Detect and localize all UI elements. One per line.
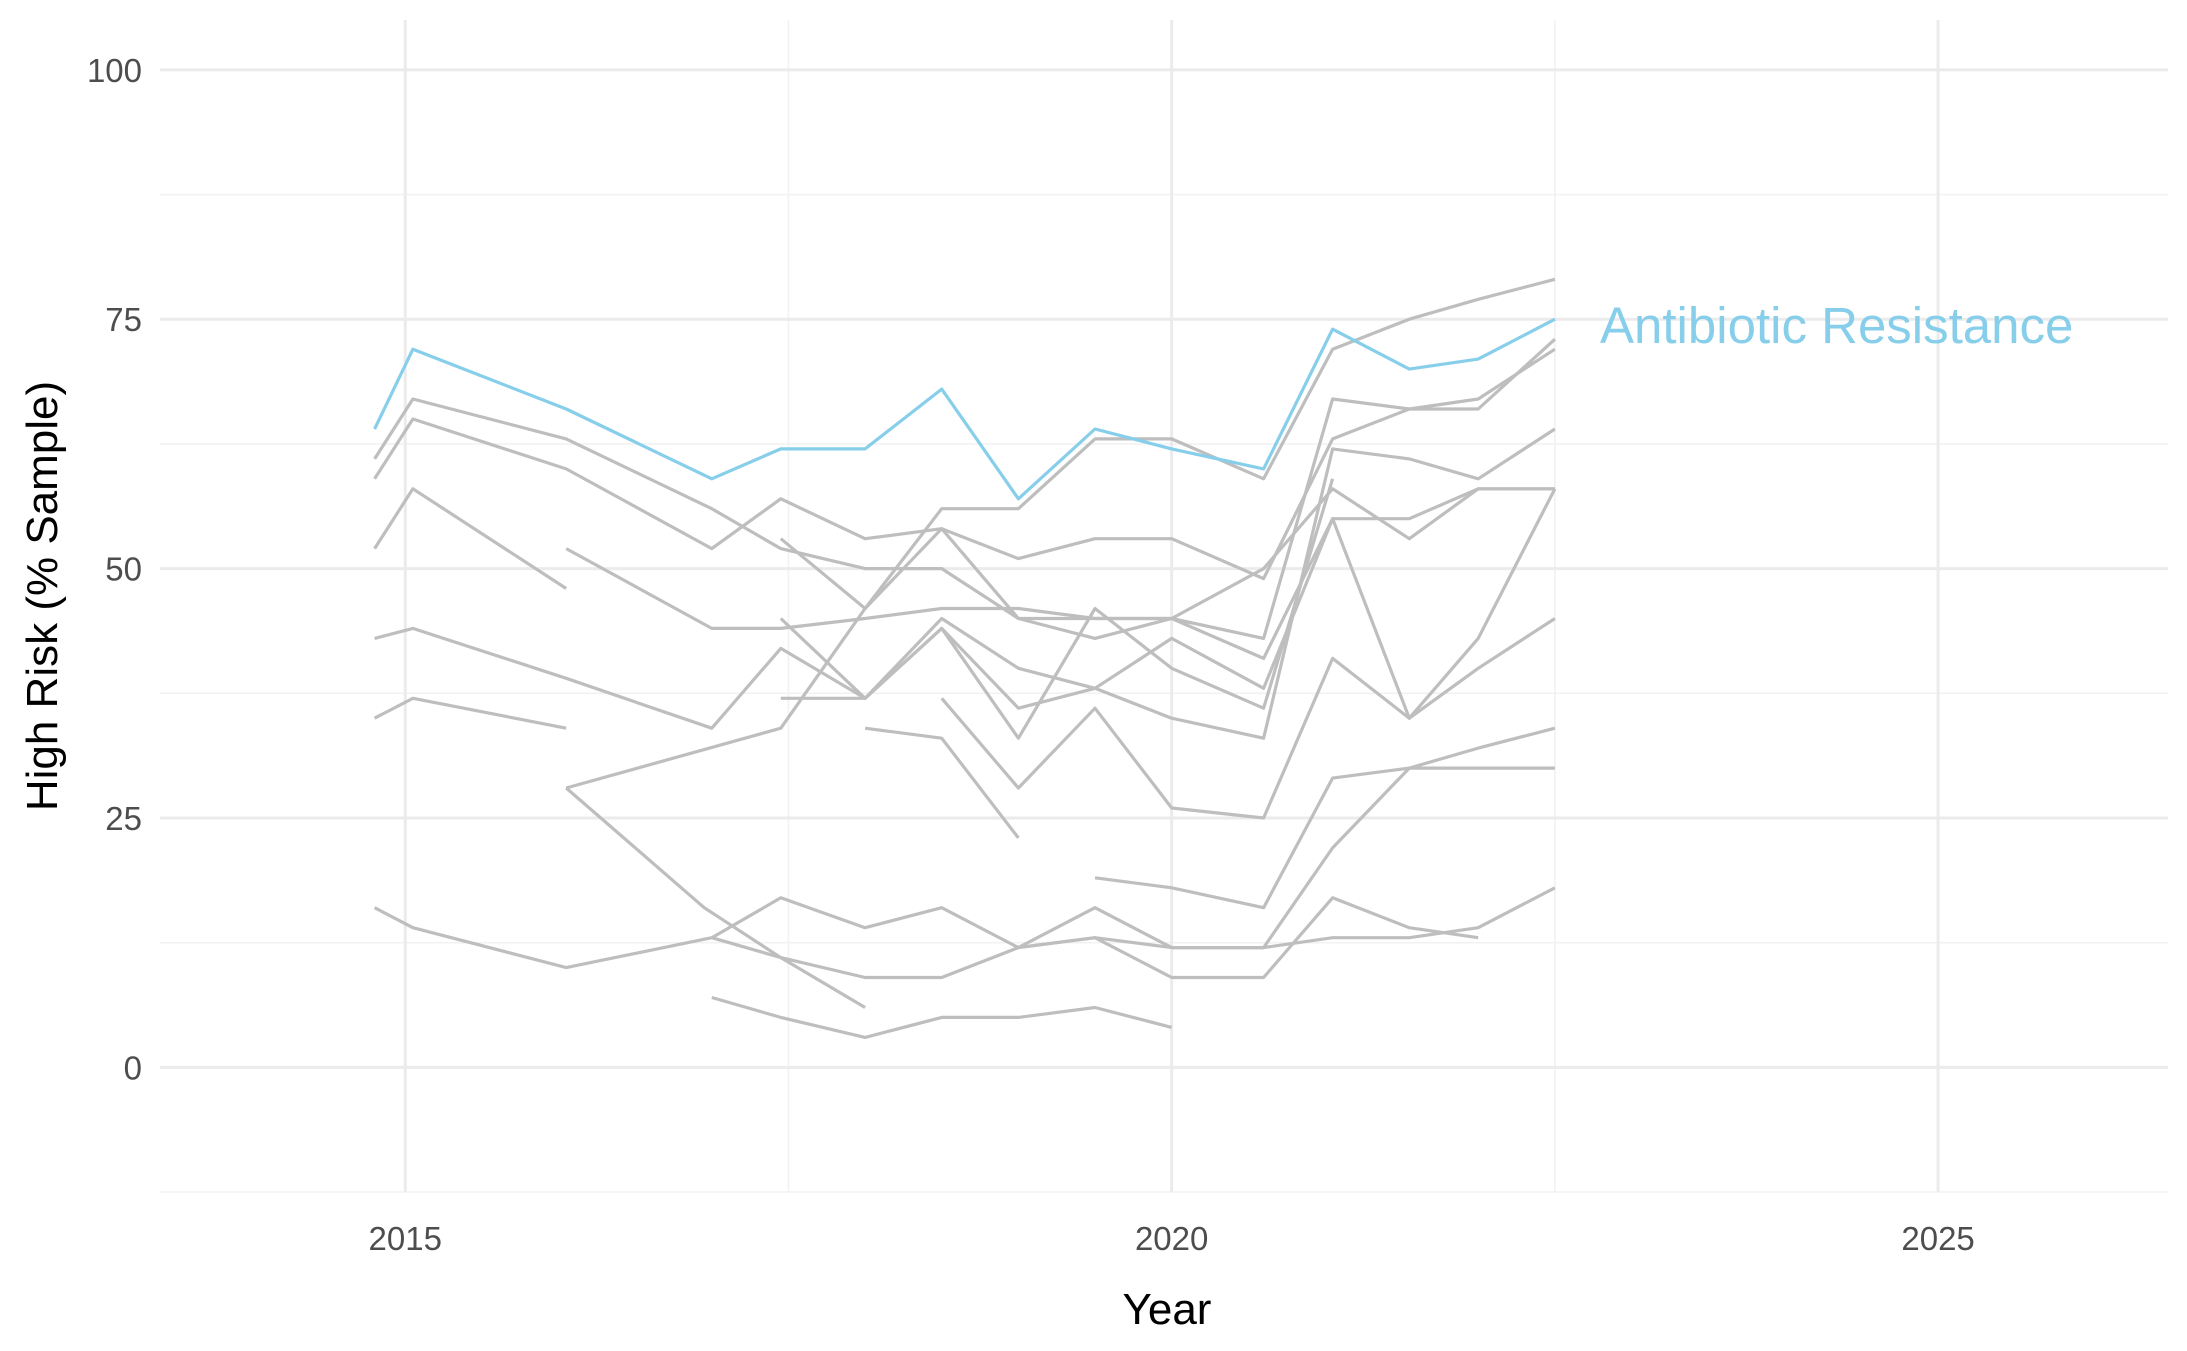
series-line: [373, 338, 1556, 641]
x-tick-label: 2015: [369, 1220, 442, 1257]
series-line: [940, 488, 1557, 820]
series-line: [779, 487, 1555, 641]
gray-series-group: [373, 277, 1557, 1040]
series-line: [565, 487, 1555, 661]
series-line: [373, 347, 1556, 581]
highlight-series-group: [373, 317, 1556, 501]
series-line: [374, 427, 1556, 740]
x-tick-label: 2025: [1901, 1220, 1974, 1257]
y-tick-label: 0: [124, 1049, 142, 1086]
series-line: [864, 726, 1020, 839]
y-tick-label: 75: [105, 301, 142, 338]
series-line: [373, 487, 568, 590]
series-line: [373, 696, 567, 730]
series-line: [780, 517, 1556, 720]
x-tick-label: 2020: [1135, 1220, 1208, 1257]
y-tick-label: 25: [105, 800, 142, 837]
x-tick-labels: 2015 2020 2025: [369, 1220, 1975, 1257]
series-line: [565, 786, 866, 1009]
series-line: [373, 726, 1556, 970]
y-tick-label: 100: [87, 52, 142, 89]
series-line: [711, 995, 1173, 1040]
y-axis-title: High Risk (% Sample): [18, 381, 67, 811]
y-tick-label: 50: [105, 551, 142, 588]
x-axis-title: Year: [1123, 1285, 1212, 1334]
series-line: [1094, 766, 1555, 910]
highlight-series-label: Antibiotic Resistance: [1600, 297, 2073, 354]
series-line: [1018, 886, 1556, 950]
major-gridlines: [160, 20, 2168, 1192]
minor-gridlines: [160, 20, 2168, 1193]
highlight-series-line: [373, 317, 1556, 501]
y-tick-labels: 0 25 50 75 100: [87, 52, 142, 1086]
